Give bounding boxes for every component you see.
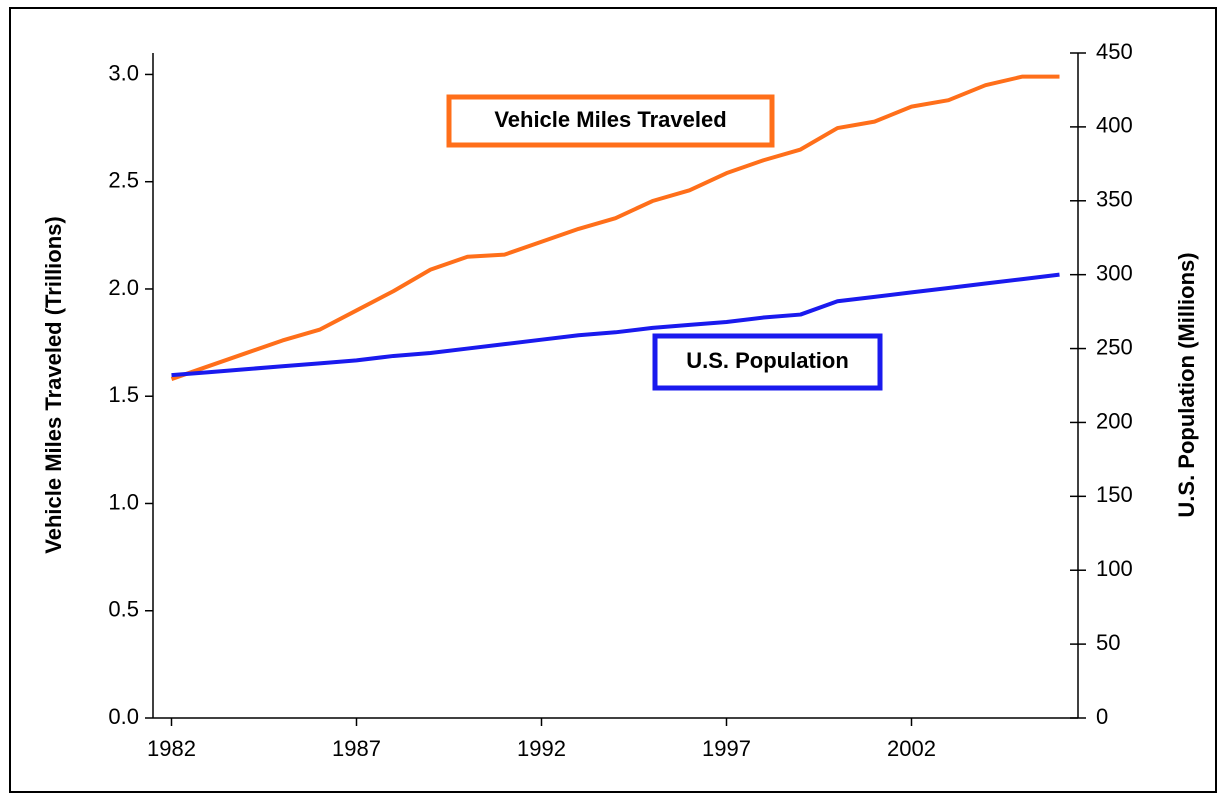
x-tick-label: 2002 (887, 736, 936, 761)
series-label-box (652, 333, 883, 391)
series-label-box (446, 94, 775, 148)
y2-tick-label: 350 (1096, 187, 1133, 212)
series-line (170, 74, 1060, 381)
y-tick-label: 1.5 (108, 382, 139, 407)
y2-tick-label: 450 (1096, 39, 1133, 64)
y2-tick-label: 250 (1096, 334, 1133, 359)
y-tick-label: 0.5 (108, 597, 139, 622)
y-tick-label: 3.0 (108, 60, 139, 85)
y-tick-label: 2.0 (108, 275, 139, 300)
y-tick-label: 2.5 (108, 168, 139, 193)
y2-tick-label: 400 (1096, 113, 1133, 138)
y2-tick-label: 0 (1096, 704, 1108, 729)
x-tick-label: 1997 (702, 736, 751, 761)
y2-tick-label: 150 (1096, 482, 1133, 507)
y-tick-label: 0.0 (108, 704, 139, 729)
y2-axis-title: U.S. Population (Millions) (1174, 252, 1199, 517)
y2-tick-label: 300 (1096, 260, 1133, 285)
x-tick-label: 1987 (332, 736, 381, 761)
y2-tick-label: 100 (1096, 556, 1133, 581)
y2-tick-label: 200 (1096, 408, 1133, 433)
series-line (171, 272, 1060, 378)
series-label: Vehicle Miles Traveled (494, 107, 726, 132)
y-axis-title: Vehicle Miles Traveled (Trillions) (41, 216, 66, 553)
x-tick-label: 1982 (147, 736, 196, 761)
y-tick-label: 1.0 (108, 489, 139, 514)
series-label: U.S. Population (686, 348, 849, 373)
x-tick-label: 1992 (517, 736, 566, 761)
y2-tick-label: 50 (1096, 630, 1120, 655)
